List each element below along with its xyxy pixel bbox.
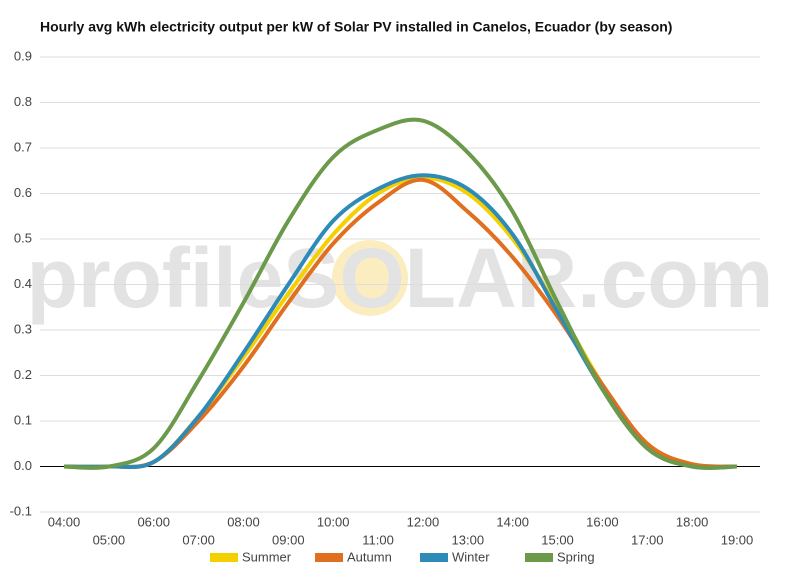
x-tick-label: 07:00 bbox=[182, 532, 215, 547]
y-tick-label: 0.5 bbox=[14, 230, 32, 245]
x-tick-label: 12:00 bbox=[407, 514, 440, 529]
x-tick-label: 16:00 bbox=[586, 514, 619, 529]
x-tick-label: 10:00 bbox=[317, 514, 350, 529]
legend-swatch bbox=[315, 553, 343, 562]
x-tick-label: 11:00 bbox=[362, 532, 394, 547]
y-tick-label: 0.8 bbox=[14, 94, 32, 109]
x-tick-label: 17:00 bbox=[631, 532, 664, 547]
y-tick-label: 0.0 bbox=[14, 458, 32, 473]
x-tick-label: 08:00 bbox=[227, 514, 260, 529]
x-tick-label: 09:00 bbox=[272, 532, 305, 547]
legend-label: Summer bbox=[242, 549, 292, 564]
y-tick-label: 0.4 bbox=[14, 276, 32, 291]
legend-label: Winter bbox=[452, 549, 490, 564]
watermark-sun bbox=[332, 240, 408, 316]
x-tick-label: 18:00 bbox=[676, 514, 709, 529]
legend-swatch bbox=[420, 553, 448, 562]
x-tick-label: 13:00 bbox=[452, 532, 485, 547]
x-tick-label: 14:00 bbox=[496, 514, 529, 529]
x-tick-label: 15:00 bbox=[541, 532, 574, 547]
legend-swatch bbox=[210, 553, 238, 562]
legend-label: Spring bbox=[557, 549, 595, 564]
y-tick-label: 0.1 bbox=[14, 412, 32, 427]
y-tick-label: 0.6 bbox=[14, 185, 32, 200]
x-tick-label: 19:00 bbox=[721, 532, 754, 547]
x-tick-label: 06:00 bbox=[137, 514, 170, 529]
legend-label: Autumn bbox=[347, 549, 392, 564]
y-tick-label: -0.1 bbox=[10, 503, 32, 518]
x-tick-label: 04:00 bbox=[48, 514, 81, 529]
y-tick-label: 0.7 bbox=[14, 139, 32, 154]
chart-title: Hourly avg kWh electricity output per kW… bbox=[40, 19, 672, 35]
x-tick-label: 05:00 bbox=[93, 532, 126, 547]
legend-swatch bbox=[525, 553, 553, 562]
y-tick-label: 0.9 bbox=[14, 48, 32, 63]
series-line bbox=[63, 117, 738, 470]
watermark: profileSOLAR.com bbox=[27, 231, 774, 325]
y-tick-label: 0.3 bbox=[14, 321, 32, 336]
y-tick-label: 0.2 bbox=[14, 367, 32, 382]
